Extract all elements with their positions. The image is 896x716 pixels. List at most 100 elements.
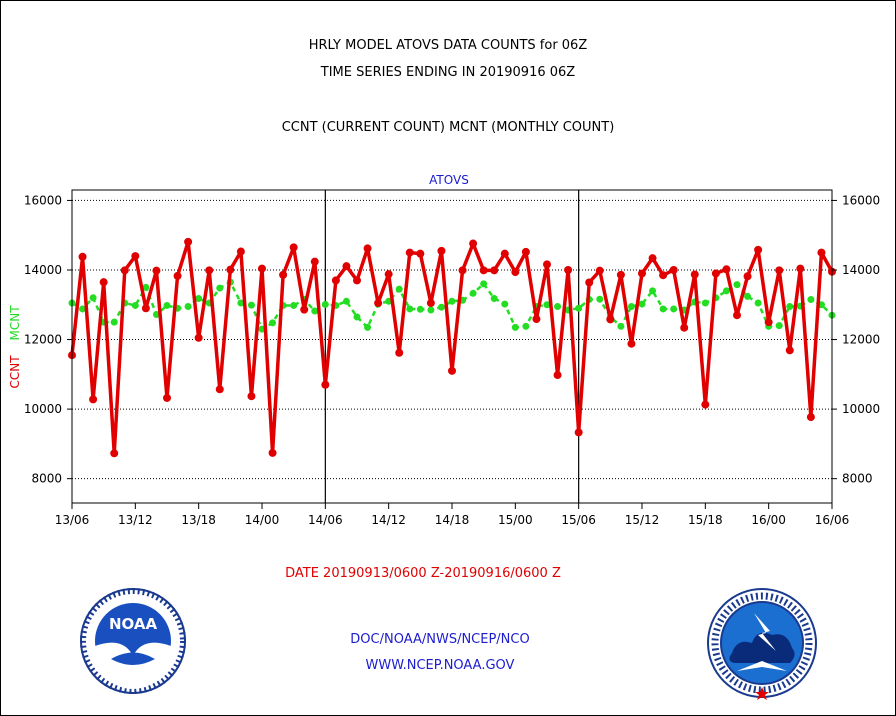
y-tick-label-right: 16000 [842,193,880,207]
data-point-mcnt [142,283,150,291]
data-point-ccnt [226,265,235,274]
data-point-ccnt [479,266,488,275]
data-point-mcnt [131,301,139,309]
data-point-ccnt [395,348,404,357]
data-point-ccnt [543,260,551,269]
data-point-ccnt [490,266,499,275]
axes: 8000 8000 10000 10000 12000 12000 14000 14000 16… [24,193,880,527]
data-point-mcnt [638,300,646,308]
data-point-ccnt [711,269,720,278]
data-point-ccnt [574,428,583,437]
data-point-ccnt [120,266,129,275]
data-point-mcnt [480,280,488,288]
data-point-ccnt [500,249,509,258]
data-point-mcnt [395,285,403,293]
data-point-ccnt [279,270,288,279]
data-point-mcnt [659,305,667,313]
data-point-ccnt [796,264,805,273]
data-point-ccnt [152,266,161,275]
data-point-ccnt [616,270,625,279]
data-point-mcnt [744,292,752,300]
data-point-mcnt [627,303,635,311]
data-point-mcnt [722,287,730,295]
data-point-mcnt [448,297,456,305]
x-tick-label: 14/18 [435,513,470,527]
data-point-mcnt [364,323,372,331]
data-point-ccnt [785,346,794,355]
data-point-ccnt [659,271,668,280]
y-tick-label-left: 14000 [24,263,62,277]
data-point-mcnt [786,303,794,311]
data-point-ccnt [110,449,119,458]
header-title-line1: HRLY MODEL ATOVS DATA COUNTS for 06Z [308,38,588,53]
data-point-mcnt [247,301,255,309]
data-point-ccnt [764,318,773,327]
x-tick-label: 13/12 [118,513,153,527]
data-point-ccnt [733,311,741,320]
x-tick-label: 15/00 [498,513,533,527]
data-point-mcnt [110,318,118,326]
data-point-ccnt [690,270,699,279]
noaa-logo: NOAA [80,588,186,694]
series-ccnt [68,237,836,458]
data-point-ccnt [247,392,256,401]
data-point-ccnt [173,271,182,280]
grid-lines [72,190,832,503]
chart-title: ATOVS [429,173,469,187]
data-point-ccnt [585,278,594,287]
data-point-ccnt [817,248,826,257]
data-point-ccnt [553,371,562,380]
data-point-mcnt [575,304,583,312]
data-point-mcnt [670,305,678,313]
data-point-mcnt [163,301,171,309]
x-tick-label: 16/06 [815,513,850,527]
data-point-ccnt [184,237,193,246]
x-tick-label: 14/00 [245,513,280,527]
y-tick-label-right: 14000 [842,263,880,277]
x-tick-label: 13/06 [55,513,90,527]
data-point-ccnt [511,268,520,277]
data-point-ccnt [321,380,330,389]
data-point-mcnt [184,303,192,311]
data-point-mcnt [522,322,530,330]
data-point-ccnt [448,366,456,375]
organization-credit: DOC/NOAA/NWS/NCEP/NCO [350,632,530,647]
data-point-mcnt [775,322,783,330]
data-point-ccnt [374,299,383,308]
plot-area-border [71,189,833,504]
data-point-ccnt [99,278,108,287]
data-point-ccnt [638,269,646,278]
data-point-ccnt [215,385,224,394]
data-point-mcnt [701,299,709,307]
data-point-ccnt [754,245,763,254]
data-point-mcnt [79,305,87,313]
date-range-label: DATE 20190913/0600 Z-20190916/0600 Z [285,566,561,581]
data-point-ccnt [775,266,784,275]
data-point-ccnt [331,276,340,285]
data-point-ccnt [680,323,689,332]
data-point-ccnt [384,270,393,279]
header-title-line2: TIME SERIES ENDING IN 20190916 06Z [320,65,576,80]
national-weather-service-logo [707,588,817,700]
data-point-mcnt [596,295,604,303]
data-point-ccnt [141,304,150,313]
data-point-mcnt [649,287,657,295]
data-point-ccnt [131,252,140,261]
data-point-mcnt [490,295,498,303]
data-point-ccnt [701,400,710,409]
x-tick-label: 14/12 [371,513,406,527]
data-point-mcnt [427,306,435,314]
data-point-mcnt [501,300,509,308]
y-tick-label-left: 8000 [31,472,62,486]
data-point-ccnt [669,265,678,274]
data-point-ccnt [458,266,467,275]
data-point-ccnt [521,247,530,256]
data-point-mcnt [321,300,329,308]
y-tick-label-left: 16000 [24,193,62,207]
data-point-mcnt [89,294,97,302]
data-point-ccnt [405,248,414,257]
data-point-mcnt [733,281,741,289]
data-point-ccnt [416,249,425,258]
data-point-mcnt [511,323,519,331]
